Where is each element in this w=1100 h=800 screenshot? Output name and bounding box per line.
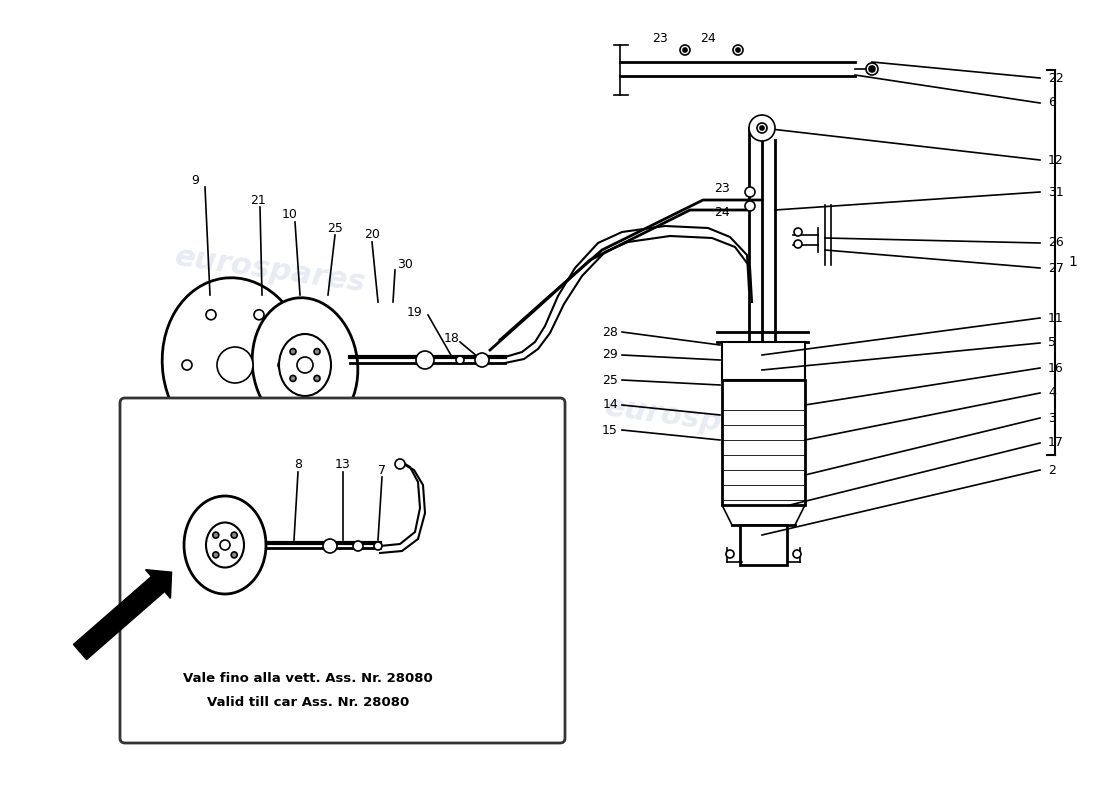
Circle shape	[680, 45, 690, 55]
Circle shape	[290, 375, 296, 382]
Ellipse shape	[252, 298, 358, 432]
Text: eurospares: eurospares	[173, 242, 367, 298]
Circle shape	[212, 532, 219, 538]
Text: 15: 15	[602, 423, 618, 437]
Circle shape	[395, 459, 405, 469]
Text: 18: 18	[444, 331, 460, 345]
Circle shape	[217, 347, 253, 383]
Bar	[722, 380, 805, 505]
Circle shape	[231, 532, 238, 538]
Text: 24: 24	[700, 31, 716, 45]
Circle shape	[793, 550, 801, 558]
FancyBboxPatch shape	[120, 398, 565, 743]
Text: 23: 23	[714, 182, 730, 195]
Circle shape	[794, 228, 802, 236]
Text: Valid till car Ass. Nr. 28080: Valid till car Ass. Nr. 28080	[207, 697, 409, 710]
Text: 28: 28	[602, 326, 618, 338]
Circle shape	[745, 187, 755, 197]
Circle shape	[353, 541, 363, 551]
Text: 2: 2	[1048, 463, 1056, 477]
Ellipse shape	[206, 522, 244, 567]
Bar	[740, 525, 786, 565]
Circle shape	[726, 550, 734, 558]
Circle shape	[206, 410, 216, 420]
Text: 21: 21	[250, 194, 266, 206]
Circle shape	[220, 540, 230, 550]
Text: 29: 29	[603, 349, 618, 362]
Text: 11: 11	[1048, 311, 1064, 325]
Text: 25: 25	[602, 374, 618, 386]
Circle shape	[206, 310, 216, 320]
Text: 7: 7	[378, 463, 386, 477]
Ellipse shape	[184, 496, 266, 594]
Text: 27: 27	[1048, 262, 1064, 274]
Circle shape	[733, 45, 742, 55]
FancyArrow shape	[74, 570, 172, 659]
Circle shape	[231, 552, 238, 558]
Circle shape	[866, 63, 878, 75]
Text: 13: 13	[336, 458, 351, 471]
Circle shape	[297, 357, 313, 373]
Circle shape	[736, 48, 740, 52]
Circle shape	[757, 123, 767, 133]
Text: 20: 20	[364, 229, 380, 242]
Text: 30: 30	[397, 258, 412, 271]
Circle shape	[683, 48, 688, 52]
Circle shape	[182, 360, 192, 370]
Circle shape	[745, 201, 755, 211]
Ellipse shape	[162, 278, 308, 452]
Circle shape	[794, 240, 802, 248]
Circle shape	[314, 375, 320, 382]
Text: 8: 8	[294, 458, 302, 471]
Text: 31: 31	[1048, 186, 1064, 198]
Circle shape	[416, 351, 434, 369]
Text: 26: 26	[1048, 237, 1064, 250]
Circle shape	[456, 356, 464, 364]
Text: Vale fino alla vett. Ass. Nr. 28080: Vale fino alla vett. Ass. Nr. 28080	[183, 671, 433, 685]
Circle shape	[374, 542, 382, 550]
Text: 22: 22	[1048, 71, 1064, 85]
Text: 25: 25	[327, 222, 343, 234]
Text: 1: 1	[1068, 255, 1077, 270]
Bar	[722, 342, 805, 380]
Text: 24: 24	[714, 206, 730, 218]
Text: 6: 6	[1048, 97, 1056, 110]
Circle shape	[278, 360, 288, 370]
Circle shape	[314, 349, 320, 354]
Text: 19: 19	[407, 306, 422, 318]
Ellipse shape	[279, 334, 331, 396]
Circle shape	[749, 115, 775, 141]
Circle shape	[254, 310, 264, 320]
Text: 9: 9	[191, 174, 199, 186]
Text: 14: 14	[603, 398, 618, 411]
Circle shape	[290, 349, 296, 354]
Circle shape	[254, 410, 264, 420]
Text: 16: 16	[1048, 362, 1064, 374]
Text: 4: 4	[1048, 386, 1056, 399]
Circle shape	[212, 552, 219, 558]
Text: 23: 23	[652, 31, 668, 45]
Text: eurospares: eurospares	[603, 392, 798, 448]
Text: 12: 12	[1048, 154, 1064, 166]
Circle shape	[760, 126, 764, 130]
Text: eurospares: eurospares	[302, 557, 497, 603]
Text: 17: 17	[1048, 437, 1064, 450]
Text: 10: 10	[282, 209, 298, 222]
Text: 5: 5	[1048, 337, 1056, 350]
Circle shape	[475, 353, 490, 367]
Circle shape	[323, 539, 337, 553]
Text: 3: 3	[1048, 411, 1056, 425]
Circle shape	[869, 66, 874, 72]
